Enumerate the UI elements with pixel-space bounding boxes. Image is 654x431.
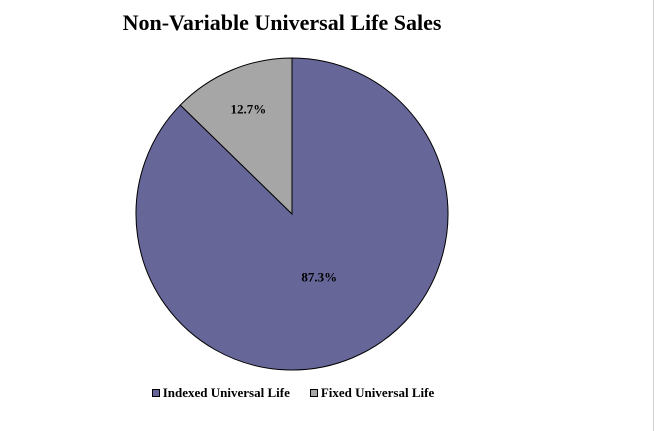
legend-swatch-indexed <box>151 389 160 397</box>
chart-legend: Indexed Universal Life Fixed Universal L… <box>0 385 586 401</box>
pie-slice-fixed <box>179 57 293 216</box>
legend-label-indexed: Indexed Universal Life <box>162 385 290 400</box>
legend-label-fixed: Fixed Universal Life <box>320 385 435 400</box>
chart-title: Non-Variable Universal Life Sales <box>122 10 442 35</box>
legend-swatch-fixed <box>309 389 318 397</box>
data-label-fixed: 12.7% <box>230 101 266 116</box>
data-label-indexed: 87.3% <box>301 270 337 285</box>
legend-item-indexed: Indexed Universal Life <box>151 385 290 401</box>
legend-item-fixed: Fixed Universal Life <box>309 385 435 401</box>
